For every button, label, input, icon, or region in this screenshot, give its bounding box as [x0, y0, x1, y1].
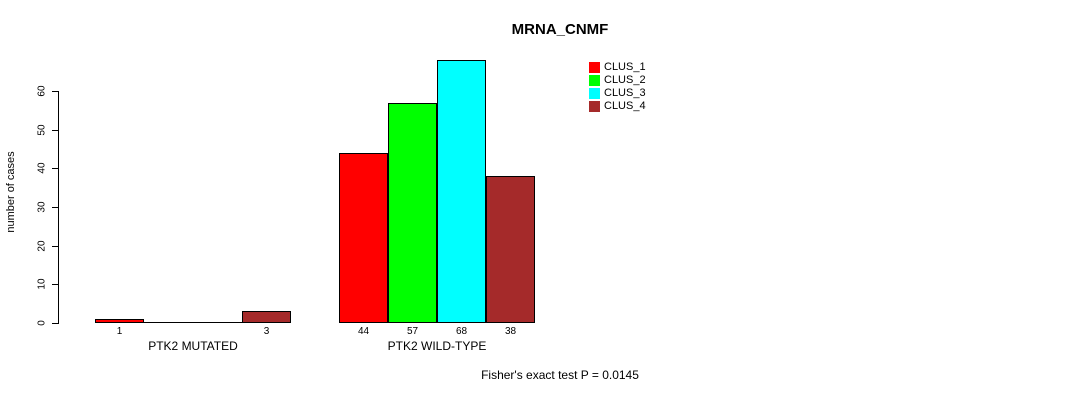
- bar-value-label: 68: [455, 326, 468, 337]
- bar-clus_4: [486, 176, 535, 323]
- bar-zero-clus_2: [144, 322, 193, 323]
- bar-value-label: 3: [263, 326, 270, 337]
- bar-clus_1: [339, 153, 388, 323]
- annotation-text: Fisher's exact test P = 0.0145: [481, 368, 639, 382]
- legend-swatch-clus_4: [589, 101, 600, 112]
- bar-value-label: 57: [406, 326, 419, 337]
- group-label: PTK2 MUTATED: [148, 339, 238, 353]
- bar-value-label: 1: [116, 326, 123, 337]
- group-label: PTK2 WILD-TYPE: [387, 339, 487, 353]
- y-axis-tick: [52, 284, 58, 285]
- legend-swatch-clus_2: [589, 75, 600, 86]
- y-axis-tick: [52, 246, 58, 247]
- y-axis-tick: [52, 323, 58, 324]
- y-axis-tick: [52, 207, 58, 208]
- bar-clus_3: [437, 60, 486, 323]
- y-axis-tick-label: 40: [36, 162, 48, 174]
- y-axis-tick: [52, 91, 58, 92]
- legend-swatch-clus_3: [589, 88, 600, 99]
- bar-clus_4: [242, 311, 291, 323]
- legend-label-clus_3: CLUS_3: [604, 87, 646, 99]
- y-axis-tick-label: 60: [36, 85, 48, 97]
- chart-title: MRNA_CNMF: [511, 21, 609, 38]
- y-axis-tick: [52, 130, 58, 131]
- y-axis-line: [58, 91, 59, 324]
- y-axis-tick-label: 10: [36, 278, 48, 290]
- y-axis-tick-label: 0: [36, 320, 48, 326]
- bar-value-label: 44: [357, 326, 370, 337]
- bar-clus_1: [95, 319, 144, 323]
- legend-label-clus_4: CLUS_4: [604, 100, 646, 112]
- y-axis-tick-label: 50: [36, 124, 48, 136]
- bar-zero-clus_3: [193, 322, 242, 323]
- y-axis-tick: [52, 168, 58, 169]
- legend-label-clus_1: CLUS_1: [604, 61, 646, 73]
- y-axis-tick-label: 20: [36, 240, 48, 252]
- legend-swatch-clus_1: [589, 62, 600, 73]
- bar-value-label: 38: [504, 326, 517, 337]
- bar-clus_2: [388, 103, 437, 323]
- y-axis-tick-label: 30: [36, 201, 48, 213]
- y-axis-label: number of cases: [5, 151, 17, 233]
- legend-label-clus_2: CLUS_2: [604, 74, 646, 86]
